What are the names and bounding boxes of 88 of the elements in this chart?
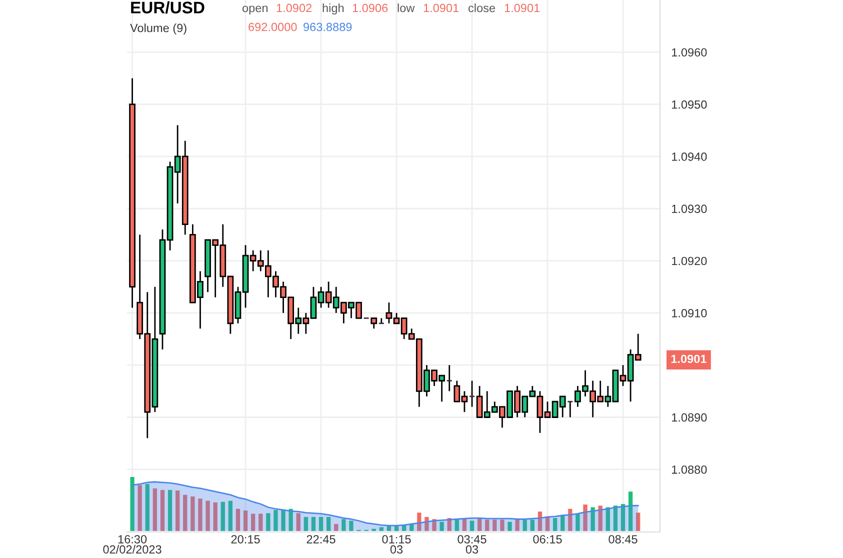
bar [492,520,497,531]
x-tick-label: 16:30 02/02/2023 [103,535,162,554]
y-tick-label: 1.0930 [672,204,707,214]
bar [288,508,293,531]
bar [606,507,610,531]
bar [590,507,595,531]
bar [304,516,308,531]
annotation: 1.0901 [424,4,459,12]
bar [318,516,324,531]
chart-title: Volume (9) [130,24,186,34]
text: 1.0901 [671,354,706,364]
annotation: low [398,4,415,12]
bar [326,516,331,531]
annotation: 1.0902 [276,4,312,12]
bar [636,512,640,531]
bar [424,516,429,531]
y-tick-label: 1.0880 [672,465,707,474]
bar [176,490,180,531]
x-tick-label: 22:45 [306,535,336,544]
bar [168,490,172,531]
y-tick-label: 1.0920 [672,256,707,266]
bar [281,510,286,531]
candlestick [378,317,385,324]
candlestick [446,364,453,392]
bar [311,516,316,531]
bar [349,520,354,531]
bar [522,520,527,531]
x-tick-label: 20:15 [231,535,260,544]
annotation: 1.0901 [504,4,540,12]
bar [620,504,626,531]
bar [183,494,188,531]
bar [560,516,565,531]
bar [266,513,270,531]
bar [598,506,602,531]
bar [342,519,346,531]
chart-title: EUR/USD [131,1,204,14]
bar [545,516,550,531]
annotation: high [322,4,344,14]
bar [160,490,165,531]
bar [628,492,633,531]
bar [130,477,134,531]
y-tick-label: 1.0940 [672,152,707,161]
bar [274,510,278,531]
bar [213,502,218,531]
bar [613,506,618,531]
y-tick-label: 1.0910 [672,308,707,318]
bar [440,522,444,531]
bar [470,520,474,531]
bar [500,520,504,531]
x-tick-label: 03:45 03 [458,535,486,554]
annotation: open [242,6,268,14]
candlestick [468,380,476,408]
bar [190,496,195,531]
bar [236,508,240,531]
bar [417,512,422,531]
x-tick-label: 06:15 [533,535,562,544]
bar [576,514,580,531]
bar [228,500,233,531]
x-tick-label: 08:45 [608,535,638,544]
annotation: 692.0000 [248,22,297,32]
bar [145,484,150,531]
y-tick-label: 1.0960 [672,48,707,57]
bar [485,520,490,531]
x-tick-label: 01:15 03 [382,535,411,554]
bar [243,510,248,531]
bar [454,520,459,531]
y-tick-label: 1.0950 [672,100,707,109]
bar [552,518,558,531]
bar [477,518,482,531]
annotation: close [468,4,496,12]
bar [379,527,384,531]
bar [334,524,338,531]
bar [508,522,512,531]
candlestick [370,317,378,330]
bar [206,500,210,531]
annotation: 963.8889 [304,22,352,32]
bar [152,488,158,531]
bar [258,514,263,531]
bar [138,485,142,531]
y-tick-label: 1.0890 [672,413,707,422]
bar [530,520,534,531]
bar [220,502,225,531]
bar [583,504,588,531]
bar [296,513,300,531]
bar [462,518,467,531]
annotation: 1.0906 [352,4,388,12]
bar [251,514,256,531]
bar [198,498,202,531]
